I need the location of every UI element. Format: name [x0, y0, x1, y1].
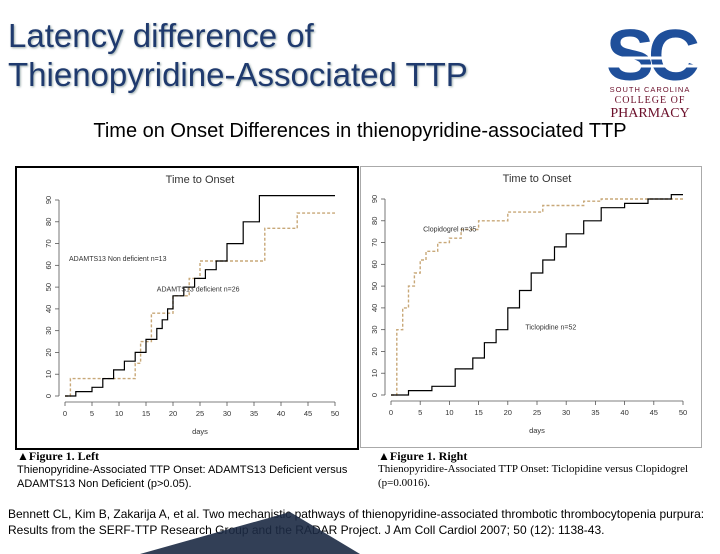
slide-title-line2: Thienopyridine-Associated TTP [8, 56, 468, 93]
y-tick-label: 70 [44, 239, 53, 247]
x-tick-label: 40 [620, 408, 628, 417]
x-tick-label: 30 [223, 409, 231, 418]
logo-letters: SC [606, 16, 699, 96]
series-annotation: ADAMTS13 Non deficient n=13 [69, 256, 167, 263]
series-annotation: Clopidogrel n=35 [423, 227, 476, 234]
x-tick-label: 35 [250, 409, 258, 418]
y-tick-label: 80 [44, 218, 53, 226]
chart-panel-left: Time to Onset 0 5 10 15 20 25 30 35 40 45 50 0 10 20 30… [15, 166, 359, 450]
y-tick-label: 30 [370, 325, 379, 333]
y-tick-label: 60 [370, 260, 379, 268]
y-tick-label: 40 [370, 304, 379, 312]
x-tick-label: 5 [90, 409, 94, 418]
x-tick-label: 45 [650, 408, 658, 417]
y-tick-label: 20 [370, 347, 379, 355]
x-tick-label: 20 [504, 408, 512, 417]
y-tick-label: 80 [370, 217, 379, 225]
y-tick-label: 10 [44, 370, 53, 378]
logo-line1: SOUTH CAROLINA [610, 85, 691, 94]
chart-left-svg: Time to Onset 0 5 10 15 20 25 30 35 40 45 50 0 10 20 30… [44, 174, 339, 436]
series-line-solid [391, 194, 683, 396]
series-annotation: ADAMTS13 deficient n=26 [157, 286, 240, 293]
x-tick-label: 50 [679, 408, 687, 417]
logo-line2: COLLEGE OF [615, 95, 686, 106]
y-tick-label: 30 [44, 326, 53, 334]
sc-pharmacy-logo: SC SOUTH CAROLINA COLLEGE OF PHARMACY [600, 16, 702, 120]
series-line-dashed [65, 212, 335, 397]
x-tick-label: 45 [304, 409, 312, 418]
decorative-swoosh [140, 512, 360, 554]
y-tick-label: 0 [370, 393, 379, 397]
y-tick-label: 70 [370, 238, 379, 246]
x-tick-label: 25 [196, 409, 204, 418]
x-tick-label: 15 [474, 408, 482, 417]
caption-right-body: Thienopyridire-Associated TTP Onset: Tic… [378, 463, 689, 489]
chart-panel-right: Time to Onset 0 5 10 15 20 25 30 35 40 45 50 0 10 20 30… [360, 166, 702, 448]
x-axis-label: days [529, 426, 545, 435]
swoosh-shape [140, 512, 360, 554]
x-tick-label: 0 [63, 409, 67, 418]
x-axis-label: days [192, 427, 208, 436]
x-tick-label: 20 [169, 409, 177, 418]
slide-title: Latency difference of Thienopyridine-Ass… [8, 16, 588, 94]
x-tick-label: 50 [331, 409, 339, 418]
chart-title: Time to Onset [503, 173, 572, 185]
logo-line3: PHARMACY [610, 106, 689, 120]
slide-subtitle: Time on Onset Differences in thienopyrid… [93, 120, 627, 142]
x-tick-label: 25 [533, 408, 541, 417]
y-tick-label: 40 [44, 305, 53, 313]
x-tick-label: 15 [142, 409, 150, 418]
chart-right-svg: Time to Onset 0 5 10 15 20 25 30 35 40 45 50 0 10 20 30… [370, 173, 687, 435]
x-tick-label: 10 [445, 408, 453, 417]
series-annotation: Ticlopidine n=52 [525, 325, 576, 332]
y-tick-label: 50 [370, 282, 379, 290]
chart-title: Time to Onset [166, 174, 235, 186]
y-tick-label: 90 [370, 195, 379, 203]
y-tick-label: 0 [44, 394, 53, 398]
x-tick-label: 10 [115, 409, 123, 418]
slide-title-line1: Latency difference of [8, 17, 314, 54]
x-tick-label: 35 [591, 408, 599, 417]
logo-background [600, 16, 700, 84]
y-tick-label: 60 [44, 261, 53, 269]
x-tick-label: 30 [562, 408, 570, 417]
series-line-solid [65, 195, 335, 397]
y-tick-label: 10 [370, 369, 379, 377]
x-tick-label: 40 [277, 409, 285, 418]
x-tick-label: 5 [418, 408, 422, 417]
y-tick-label: 50 [44, 283, 53, 291]
reference-citation: Bennett CL, Kim B, Zakarija A, et al. Tw… [8, 507, 705, 537]
x-tick-label: 0 [389, 408, 393, 417]
y-tick-label: 90 [44, 196, 53, 204]
caption-left-body: Thienopyridine-Associated TTP Onset: ADA… [17, 464, 348, 490]
y-tick-label: 20 [44, 348, 53, 356]
caption-right-heading: ▲Figure 1. Right [378, 449, 468, 463]
caption-left-heading: ▲Figure 1. Left [17, 449, 99, 463]
